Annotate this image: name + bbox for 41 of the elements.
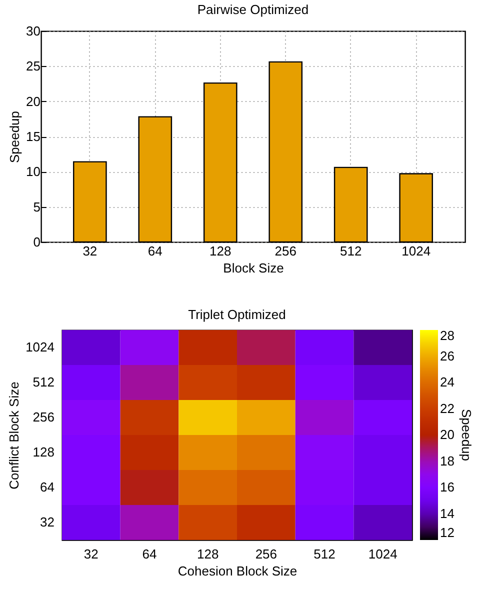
- y-tick-label: 5: [33, 199, 40, 214]
- color-bar-title: Speedup: [459, 408, 474, 462]
- y-tick-label: 64: [40, 480, 54, 494]
- x-tick-label: 512: [314, 546, 336, 562]
- x-tick-label: 32: [82, 244, 98, 258]
- x-tick-label: 128: [210, 244, 232, 258]
- color-bar-label: 18: [440, 453, 454, 468]
- y-tick-label: 32: [40, 514, 54, 530]
- x-tick-label: 256: [274, 244, 296, 258]
- y-tick-label: 128: [32, 444, 54, 460]
- x-tick-label: 512: [340, 244, 362, 258]
- chart-title: Triplet Optimized: [188, 307, 286, 322]
- y-tick-label: 512: [32, 374, 54, 390]
- y-tick-label: 1024: [26, 340, 54, 354]
- y-tick-label: 0: [33, 234, 40, 250]
- y-tick-label: 20: [26, 94, 40, 109]
- y-tick-label: 256: [32, 410, 54, 424]
- x-axis-title: Cohesion Block Size: [178, 564, 298, 578]
- x-tick-label: 128: [196, 546, 219, 562]
- color-bar-label: 14: [440, 506, 454, 521]
- color-bar-label: 20: [440, 427, 454, 442]
- x-tick-label: 32: [84, 546, 98, 562]
- color-bar-label: 22: [440, 400, 454, 416]
- y-axis-title: Speedup: [7, 110, 22, 164]
- x-tick-label: 1024: [402, 244, 431, 258]
- x-tick-label: 64: [142, 546, 157, 562]
- y-tick-label: 15: [26, 129, 40, 144]
- chart-title: Pairwise Optimized: [197, 2, 309, 17]
- y-axis-title: Conflict Block Size: [6, 382, 22, 490]
- x-tick-label: 64: [148, 244, 162, 258]
- color-bar-label: 24: [440, 374, 454, 390]
- x-axis-title: Block Size: [223, 260, 284, 276]
- y-tick-label: 25: [26, 58, 40, 74]
- color-bar-label: 28: [440, 328, 454, 343]
- color-bar-label: 16: [440, 480, 454, 494]
- color-bar-label: 26: [440, 348, 454, 364]
- color-bar-label: 12: [440, 525, 454, 540]
- x-tick-label: 1024: [368, 546, 398, 562]
- y-tick-label: 10: [26, 164, 40, 180]
- x-tick-label: 256: [255, 546, 278, 562]
- y-tick-label: 30: [26, 24, 40, 38]
